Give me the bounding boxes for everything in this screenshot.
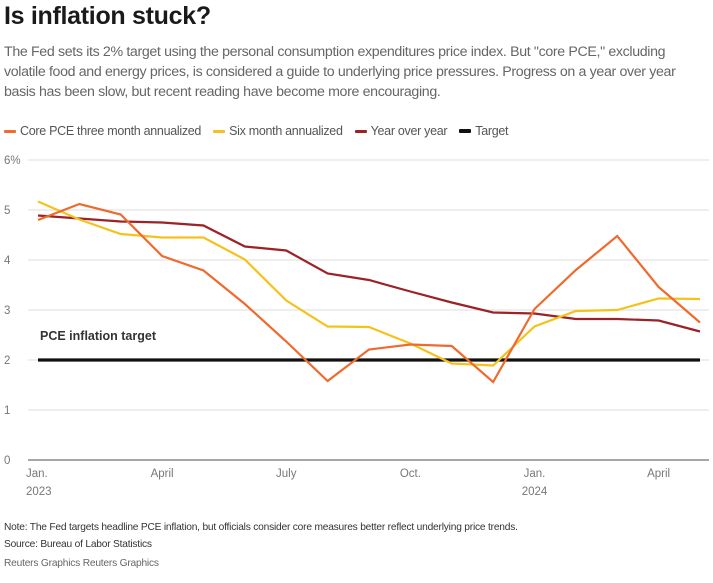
- y-tick-label: 6%: [4, 155, 21, 167]
- legend-label: Year over year: [370, 124, 448, 138]
- y-tick-label: 1: [4, 405, 10, 417]
- y-tick-label: 4: [4, 255, 11, 267]
- series-lines: [37, 200, 701, 384]
- legend-item-target: Target: [459, 124, 509, 138]
- x-tick-label: Oct.: [400, 468, 421, 480]
- annotation-label: PCE inflation target: [40, 329, 157, 343]
- x-tick-label: April: [151, 468, 174, 480]
- legend-item-six-month: Six month annualized: [213, 124, 343, 138]
- chart-subtitle: The Fed sets its 2% target using the per…: [4, 44, 676, 100]
- series-line-year-over-year: [37, 214, 701, 333]
- series-line-six-month-annualized: [37, 200, 701, 367]
- legend-label: Six month annualized: [229, 124, 343, 138]
- x-tick-label: Jan.: [524, 468, 546, 480]
- x-tick-year-label: 2023: [26, 486, 52, 498]
- x-tick-label: April: [647, 468, 670, 480]
- legend-item-core-pce-three-month: Core PCE three month annualized: [4, 124, 201, 138]
- legend-swatch: [354, 129, 367, 133]
- legend-swatch: [4, 129, 16, 133]
- footnote: Note: The Fed targets headline PCE infla…: [4, 520, 518, 553]
- y-tick-label: 3: [4, 305, 10, 317]
- legend-label: Target: [475, 124, 509, 138]
- x-tick-label: Jan.: [26, 468, 48, 480]
- legend-item-year-over-year: Year over year: [354, 124, 448, 138]
- note-text: Note: The Fed targets headline PCE infla…: [4, 522, 518, 533]
- legend-label: Core PCE three month annualized: [20, 124, 202, 138]
- line-chart: 0 1 2 3 4 5 6% Jan. 2023 April July Oct. Jan. 2024 Ap…: [4, 155, 709, 498]
- x-axis-ticks: Jan. 2023 April July Oct. Jan. 2024 April: [26, 468, 670, 498]
- y-axis-ticks: 0 1 2 3 4 5 6%: [4, 155, 21, 467]
- y-tick-label: 0: [4, 455, 10, 467]
- annotations: PCE inflation target: [40, 329, 157, 343]
- x-tick-year-label: 2024: [522, 486, 548, 498]
- legend-swatch: [459, 129, 472, 133]
- chart-title: Is inflation stuck?: [4, 2, 211, 30]
- series-line-core-pce-three-month-annualized: [37, 202, 701, 384]
- x-tick-label: July: [276, 468, 297, 480]
- legend: Core PCE three month annualized Six mont…: [4, 124, 520, 138]
- y-tick-label: 2: [4, 355, 10, 367]
- credit-text: Reuters Graphics Reuters Graphics: [4, 558, 159, 569]
- source-text: Source: Bureau of Labor Statistics: [4, 538, 152, 550]
- y-tick-label: 5: [4, 205, 10, 217]
- legend-swatch: [213, 129, 226, 133]
